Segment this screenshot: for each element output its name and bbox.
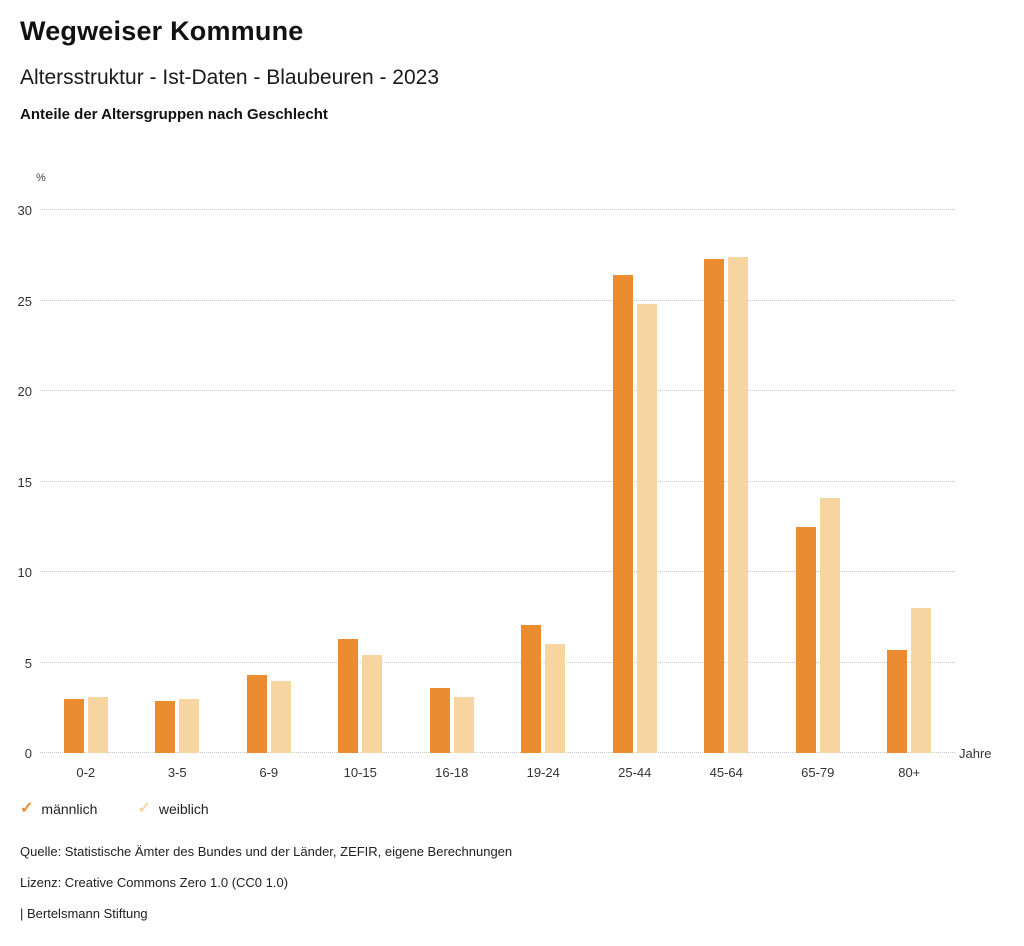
bar-weiblich[interactable]	[636, 304, 657, 753]
bar-group	[406, 210, 498, 753]
bar-weiblich[interactable]	[819, 497, 840, 753]
y-tick-label: 10	[17, 565, 32, 580]
bar-group	[315, 210, 407, 753]
y-tick-label: 25	[17, 293, 32, 309]
gridline	[40, 480, 955, 482]
x-tick-label: 10-15	[343, 765, 377, 780]
legend: ✓ männlich ✓ weiblich	[20, 800, 209, 818]
legend-item-männlich[interactable]: ✓ männlich	[20, 800, 98, 818]
gridline	[40, 390, 955, 391]
x-tick-label: 25-44	[618, 765, 652, 780]
x-tick-label: 6-9	[259, 765, 279, 780]
bar-männlich[interactable]	[429, 687, 450, 753]
attribution-text: | Bertelsmann Stiftung	[20, 906, 148, 921]
y-tick-label: 20	[17, 384, 32, 399]
license-text: Lizenz: Creative Commons Zero 1.0 (CC0 1…	[20, 875, 289, 890]
bar-weiblich[interactable]	[179, 698, 200, 753]
x-tick-label: 19-24	[526, 765, 560, 780]
chart-subtitle: Anteile der Altersgruppen nach Geschlech…	[20, 106, 328, 123]
bar-group	[772, 210, 864, 753]
y-axis-unit-label: %	[36, 172, 46, 184]
bar-weiblich[interactable]	[362, 655, 383, 753]
gridline	[40, 571, 955, 572]
bar-group	[498, 210, 590, 753]
x-axis: 0-2 3-5 6-9 10-15 16-18 19-24 25-44 45-64 65-79 8…	[40, 765, 955, 780]
check-icon: ✓	[137, 800, 151, 817]
bar-weiblich[interactable]	[453, 696, 474, 753]
bar-männlich[interactable]	[612, 275, 633, 753]
bar-männlich[interactable]	[155, 700, 176, 753]
bar-männlich[interactable]	[887, 649, 908, 753]
x-tick-label: 3-5	[167, 765, 187, 780]
gridline	[40, 209, 955, 210]
x-tick-label: 0-2	[76, 765, 96, 780]
gridline	[40, 661, 955, 663]
bar-männlich[interactable]	[795, 526, 816, 753]
x-axis-unit-label: Jahre	[959, 746, 992, 761]
bar-männlich[interactable]	[246, 675, 267, 753]
bar-weiblich[interactable]	[911, 608, 932, 753]
y-tick-label: 15	[17, 474, 32, 490]
bar-weiblich[interactable]	[87, 696, 108, 753]
bar-männlich[interactable]	[521, 624, 542, 753]
bar-group	[864, 210, 956, 753]
source-text: Quelle: Statistische Ämter des Bundes un…	[20, 844, 513, 859]
gridlines	[40, 209, 955, 753]
bar-weiblich[interactable]	[270, 680, 291, 753]
chart-title: Altersstruktur - Ist-Daten - Blaubeuren …	[20, 66, 440, 89]
bar-männlich[interactable]	[63, 698, 84, 753]
bar-groups	[40, 210, 955, 753]
x-tick-label: 65-79	[801, 765, 835, 780]
x-tick-label: 16-18	[435, 765, 469, 780]
gridline	[40, 752, 955, 753]
legend-item-weiblich[interactable]: ✓ weiblich	[137, 800, 209, 818]
y-tick-label: 0	[24, 746, 32, 761]
y-tick-label: 5	[24, 655, 32, 671]
gridline	[40, 299, 955, 301]
bar-group	[223, 210, 315, 753]
bar-group	[40, 210, 132, 753]
brand-title: Wegweiser Kommune	[20, 16, 304, 46]
x-tick-label: 45-64	[709, 765, 743, 780]
legend-label: männlich	[41, 801, 98, 817]
bar-group	[589, 210, 681, 753]
x-tick-label: 80+	[898, 765, 921, 780]
y-tick-label: 30	[17, 203, 32, 218]
bar-weiblich[interactable]	[545, 644, 566, 753]
bar-group	[681, 210, 773, 753]
bar-weiblich[interactable]	[728, 257, 749, 753]
bar-group	[132, 210, 224, 753]
legend-label: weiblich	[158, 801, 209, 817]
bar-männlich[interactable]	[338, 638, 359, 753]
y-axis: 0 5 10 15 20 25 30	[0, 203, 32, 761]
bar-männlich[interactable]	[704, 258, 725, 753]
plot-area	[40, 209, 955, 753]
check-icon: ✓	[20, 800, 34, 817]
